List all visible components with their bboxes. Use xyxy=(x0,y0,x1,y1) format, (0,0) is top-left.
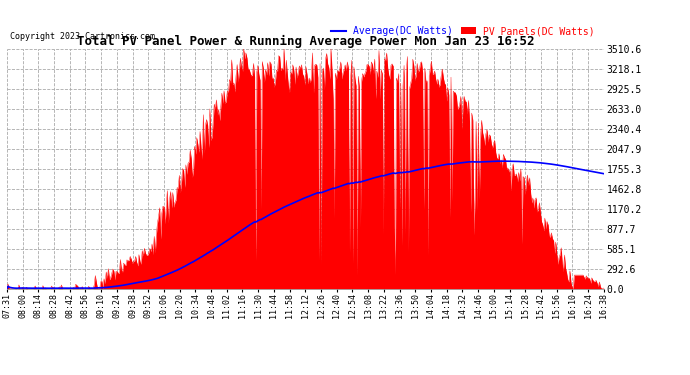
Text: Copyright 2023 Cartronics.com: Copyright 2023 Cartronics.com xyxy=(10,32,155,41)
Title: Total PV Panel Power & Running Average Power Mon Jan 23 16:52: Total PV Panel Power & Running Average P… xyxy=(77,34,534,48)
Legend: Average(DC Watts), PV Panels(DC Watts): Average(DC Watts), PV Panels(DC Watts) xyxy=(327,22,599,40)
